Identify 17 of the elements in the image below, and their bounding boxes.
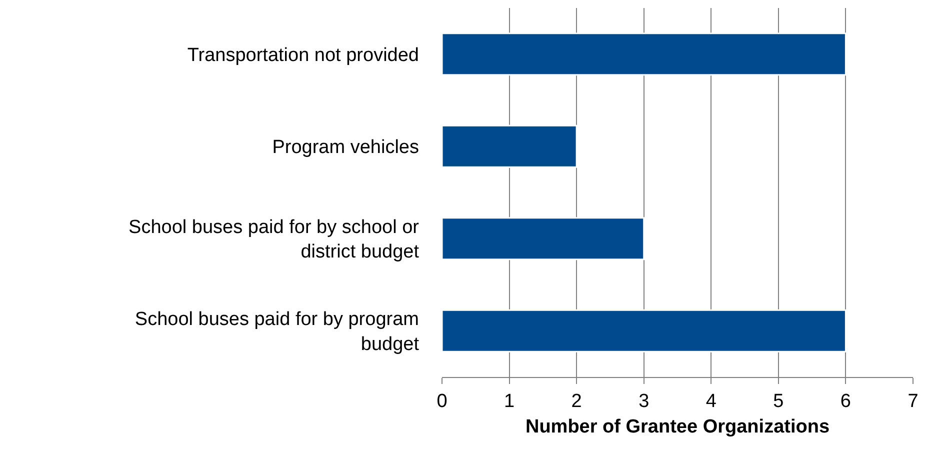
x-tick-label: 4 xyxy=(706,390,717,412)
bar xyxy=(442,309,846,352)
x-tick-label: 1 xyxy=(504,390,515,412)
x-tick-label: 0 xyxy=(436,390,448,412)
bar xyxy=(442,124,578,168)
bar xyxy=(442,217,645,260)
x-tick-label: 2 xyxy=(571,390,582,412)
y-tick-label: School buses paid for by program budget xyxy=(134,309,420,355)
y-tick-label: Program vehicles xyxy=(272,137,419,158)
x-tick-label: 5 xyxy=(773,390,784,412)
y-tick-label: Transportation not provided xyxy=(187,44,419,66)
x-tick-label: 3 xyxy=(638,390,650,412)
y-tick-label: School buses paid for by school or district budget xyxy=(128,216,420,263)
bar xyxy=(442,32,846,76)
x-axis-title: Number of Grantee Organizations xyxy=(525,416,830,438)
x-tick-label: 7 xyxy=(908,390,918,412)
x-tick-label: 6 xyxy=(840,390,851,412)
